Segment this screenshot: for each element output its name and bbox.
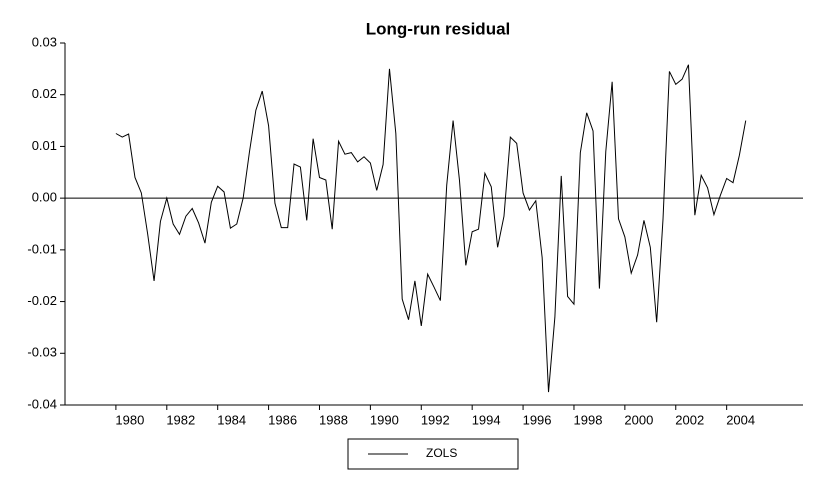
x-tick-label: 2002 bbox=[675, 412, 704, 427]
x-tick-label: 1984 bbox=[217, 412, 246, 427]
x-tick-label: 1980 bbox=[115, 412, 144, 427]
y-tick-label: 0.01 bbox=[32, 138, 57, 153]
x-tick-label: 1996 bbox=[523, 412, 552, 427]
x-tick-label: 2000 bbox=[624, 412, 653, 427]
y-tick-label: 0.00 bbox=[32, 190, 57, 205]
x-tick-label: 1992 bbox=[421, 412, 450, 427]
y-tick-label: 0.02 bbox=[32, 86, 57, 101]
y-tick-label: -0.03 bbox=[27, 345, 57, 360]
x-tick-label: 1998 bbox=[574, 412, 603, 427]
y-tick-label: -0.04 bbox=[27, 396, 57, 411]
legend-label: ZOLS bbox=[426, 446, 457, 460]
y-tick-label: 0.03 bbox=[32, 34, 57, 49]
y-tick-label: -0.02 bbox=[27, 293, 57, 308]
y-tick-label: -0.01 bbox=[27, 241, 57, 256]
x-tick-label: 2004 bbox=[726, 412, 755, 427]
chart-title: Long-run residual bbox=[366, 19, 511, 38]
x-tick-label: 1986 bbox=[268, 412, 297, 427]
data-line bbox=[115, 64, 747, 393]
x-tick-label: 1982 bbox=[166, 412, 195, 427]
x-tick-label: 1990 bbox=[370, 412, 399, 427]
x-tick-label: 1994 bbox=[472, 412, 501, 427]
x-tick-label: 1988 bbox=[319, 412, 348, 427]
